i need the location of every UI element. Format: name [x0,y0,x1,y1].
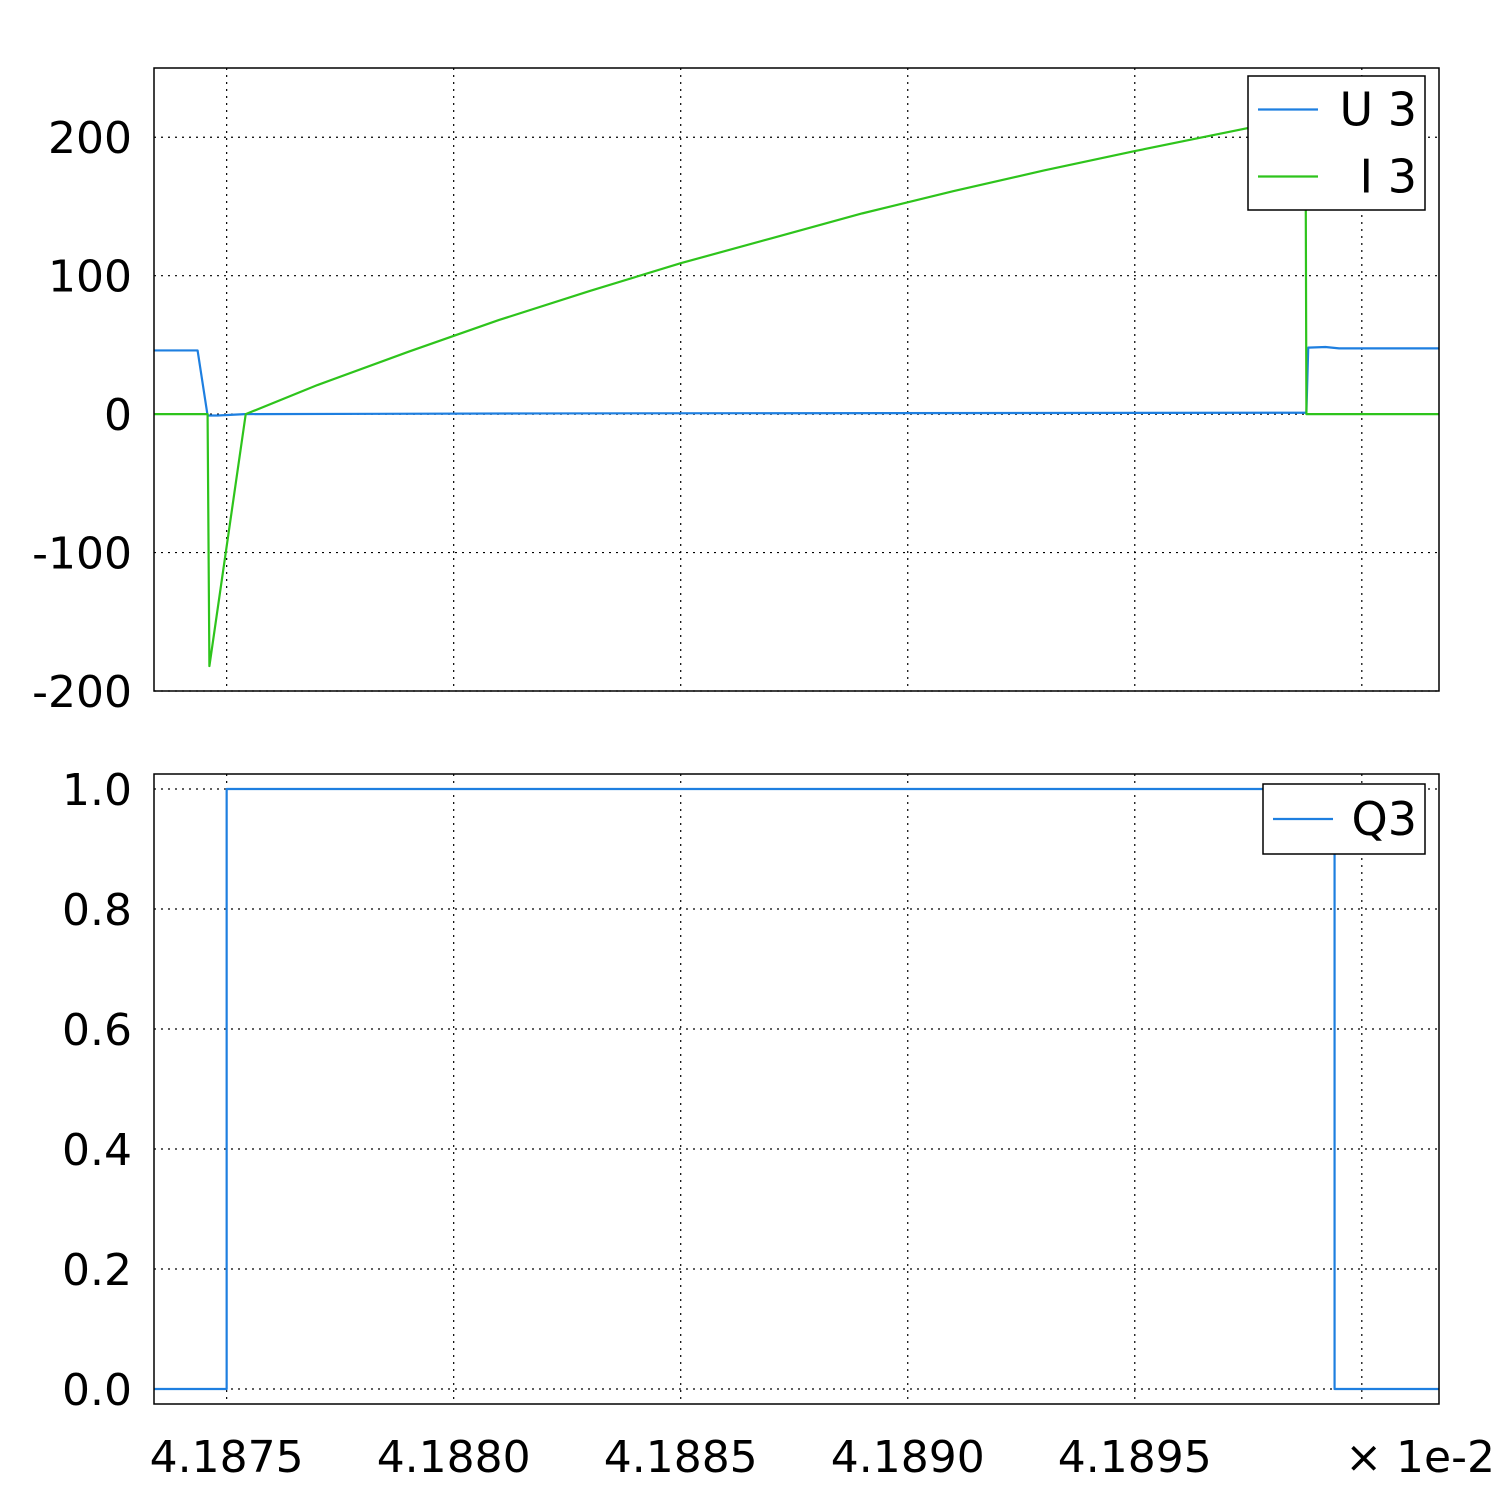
plot-area [154,787,1439,1391]
plot-area [154,115,1439,668]
y-tick-label: 0.2 [62,1245,132,1296]
x-scale-note: × 1e-2 [1345,1432,1495,1483]
x-tick-label: 4.1890 [831,1432,985,1483]
legend-label: Q3 [1352,792,1417,846]
x-tick-label: 4.1875 [150,1432,304,1483]
legend-label: I 3 [1360,150,1417,204]
series-line-u3 [154,345,1439,417]
x-tick-label: 4.1880 [377,1432,531,1483]
y-tick-label: 0 [104,390,132,441]
y-tick-label: 100 [48,252,132,303]
y-tick-label: -200 [32,667,132,718]
legend: Q3 [1262,783,1426,855]
legend: U 3I 3 [1247,75,1426,211]
grid [154,774,1439,1404]
y-tick-label: 0.6 [62,1005,132,1056]
series-line-i3 [154,115,1439,668]
legend-box [1247,75,1426,211]
grid [154,68,1439,692]
y-tick-label: 0.0 [62,1365,132,1416]
y-tick-label: 200 [48,113,132,164]
y-tick-label: 1.0 [62,765,132,816]
legend-label: U 3 [1339,83,1417,137]
plot-frame [153,67,1440,692]
bottom-panel: 1.0 0.8 0.6 0.4 0.2 0.0 4.1875 4.1880 4.1885 4.18… [62,765,1440,1483]
plot-frame [153,773,1440,1405]
y-tick-label: 0.8 [62,885,132,936]
x-tick-label: 4.1895 [1058,1432,1212,1483]
y-tick-label: 0.4 [62,1125,132,1176]
x-tick-label: 4.1885 [604,1432,758,1483]
series-line-q3 [154,787,1439,1391]
y-tick-label: -100 [32,529,132,580]
